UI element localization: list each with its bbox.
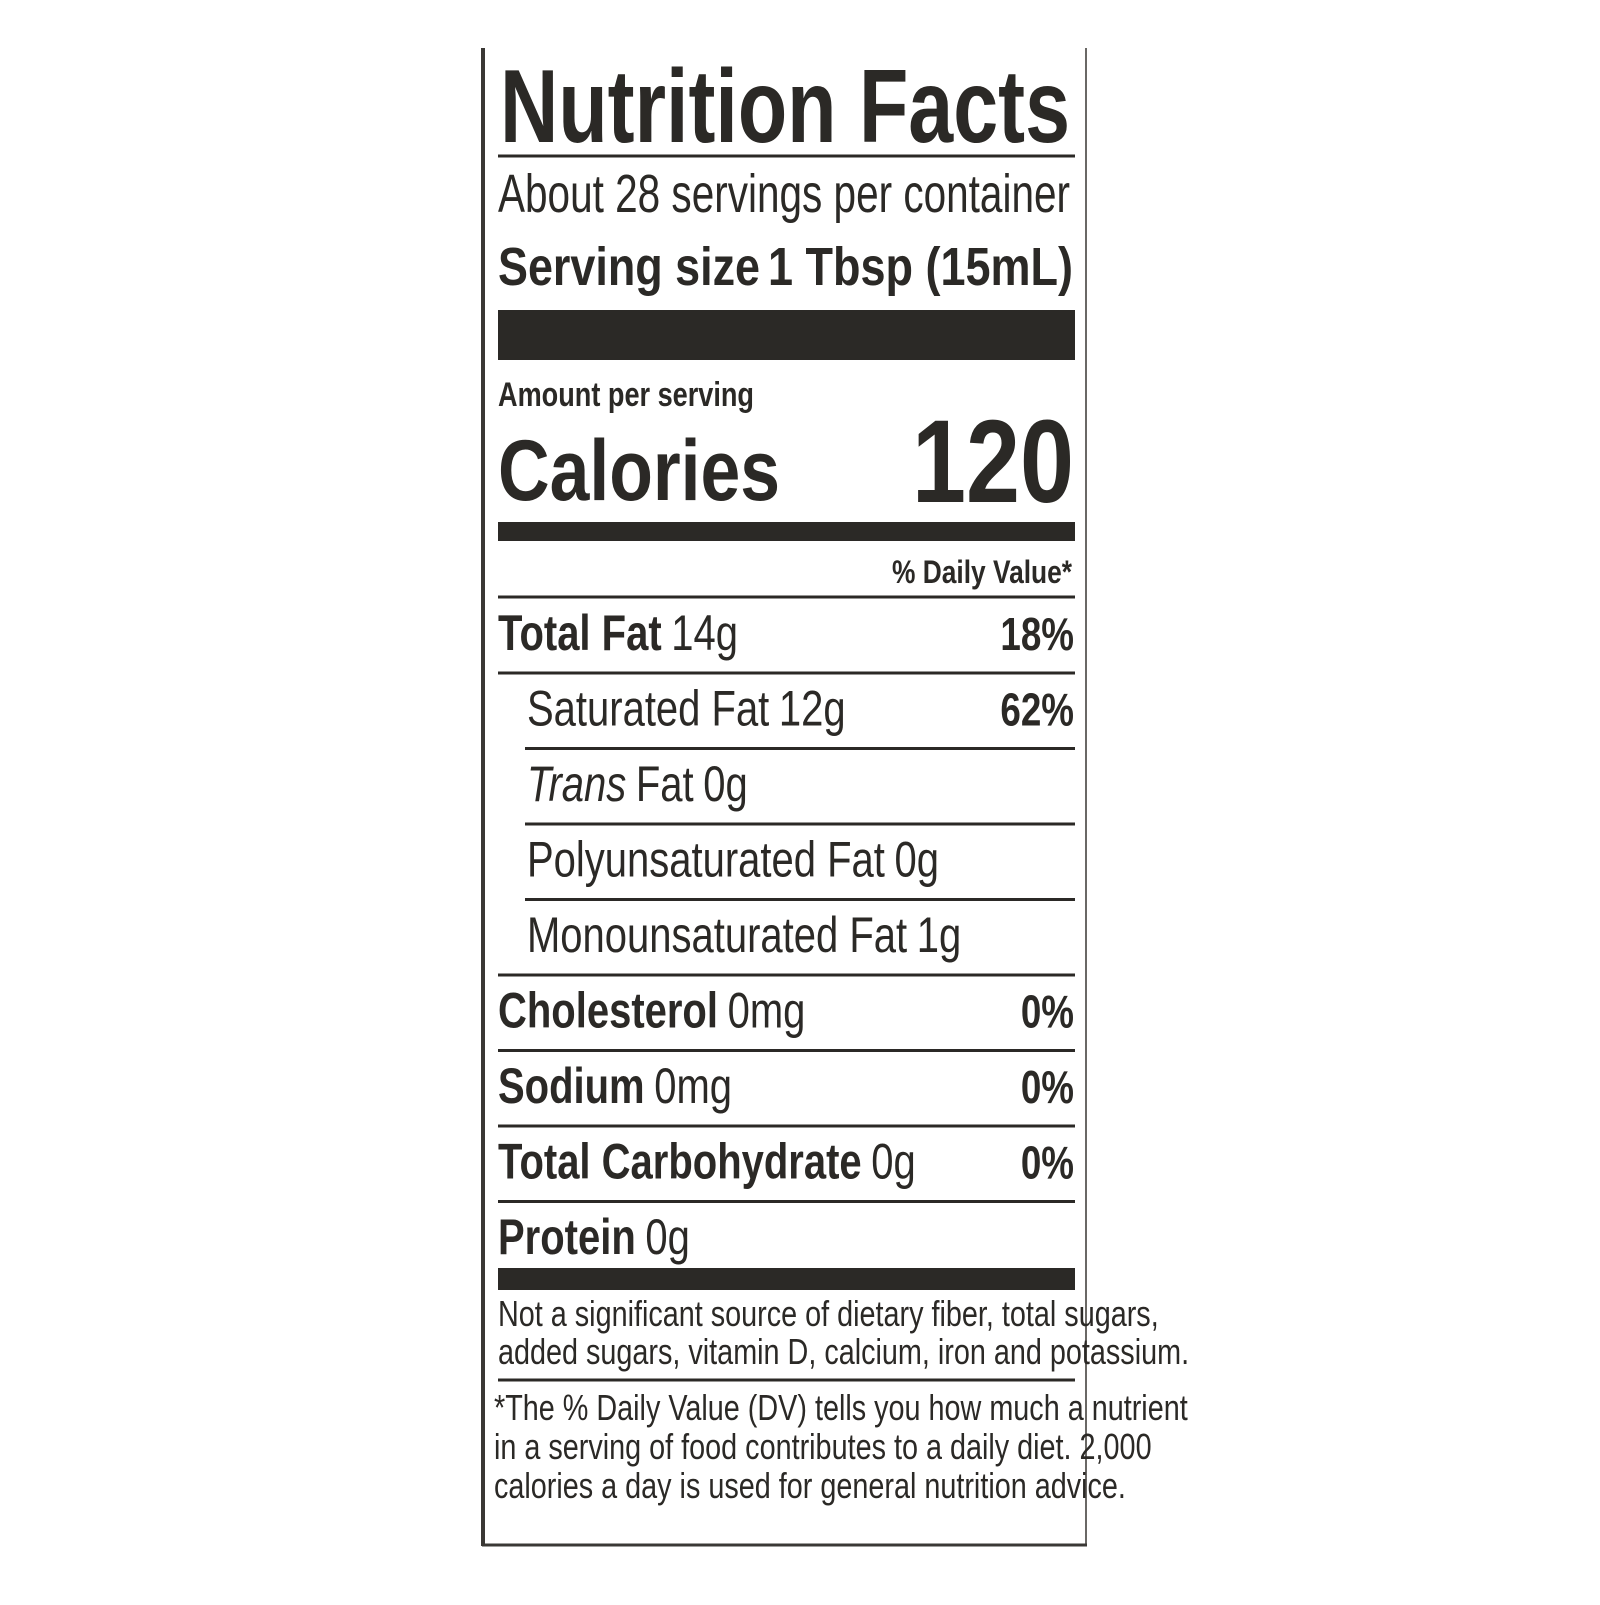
daily-value: 18% (1000, 608, 1074, 660)
thick-bar (498, 310, 1075, 360)
not-significant-line: Not a significant source of dietary fibe… (498, 1293, 1159, 1334)
serving-size-label: Serving size (498, 237, 760, 297)
daily-value: 0% (1021, 986, 1074, 1038)
amount-per-serving: Amount per serving (498, 376, 754, 414)
nutrient-row: Total Carbohydrate 0g (498, 1133, 916, 1189)
nutrient-row: Monounsaturated Fat 1g (527, 907, 961, 963)
daily-value: 0% (1021, 1061, 1074, 1113)
nutrient-row: Trans Fat 0g (527, 756, 748, 812)
nutrient-name: Total Carbohydrate (498, 1133, 862, 1189)
medium-bar (498, 522, 1075, 541)
nutrient-name: Protein (498, 1209, 636, 1265)
nutrient-amount: 0g (871, 1133, 915, 1189)
footnote-line: *The % Daily Value (DV) tells you how mu… (494, 1387, 1188, 1428)
footnote-line: in a serving of food contributes to a da… (494, 1426, 1152, 1467)
calories-value: 120 (912, 396, 1074, 528)
daily-value: 0% (1021, 1137, 1074, 1189)
nutrient-name: Monounsaturated Fat (527, 907, 908, 963)
nutrient-amount: 0g (895, 831, 939, 887)
nutrient-name: Sodium (498, 1058, 645, 1114)
daily-value-header: % Daily Value* (892, 554, 1072, 590)
nutrient-name: Total Fat (498, 605, 662, 661)
nutrient-amount: 0mg (728, 982, 806, 1038)
nutrient-amount: 0g (703, 756, 747, 812)
title: Nutrition Facts (500, 49, 1070, 165)
nutrient-rows: Total Fat 14g 18% Saturated Fat 12g 62% Trans F… (498, 605, 1075, 1265)
calories-label: Calories (498, 423, 780, 519)
nutrient-amount: 14g (671, 605, 738, 661)
footnote-line: calories a day is used for general nutri… (494, 1465, 1126, 1506)
medium-bar (498, 1268, 1075, 1290)
nutrient-row: Polyunsaturated Fat 0g (527, 831, 939, 887)
nutrient-amount: 1g (917, 907, 961, 963)
nutrient-row: Total Fat 14g (498, 605, 738, 661)
nutrient-amount: 0g (645, 1209, 689, 1265)
nutrient-amount: 0mg (654, 1058, 732, 1114)
nutrient-name-italic: Trans (527, 756, 626, 812)
nutrient-name: Polyunsaturated Fat (527, 831, 885, 887)
not-significant-line: added sugars, vitamin D, calcium, iron a… (498, 1331, 1189, 1372)
nutrient-row: Saturated Fat 12g (527, 680, 846, 736)
daily-value: 62% (1000, 684, 1074, 736)
serving-size-value: 1 Tbsp (15mL) (768, 237, 1073, 297)
servings: About 28 servings per container (498, 164, 1070, 224)
nutrient-name: Fat (636, 756, 694, 812)
nutrient-row: Sodium 0mg (498, 1058, 732, 1114)
nutrient-amount: 12g (779, 680, 846, 736)
nutrient-row: Protein 0g (498, 1209, 690, 1265)
label-background (482, 48, 1087, 1546)
nutrient-row: Cholesterol 0mg (498, 982, 805, 1038)
nutrient-name: Cholesterol (498, 982, 718, 1038)
footnotes: Not a significant source of dietary fibe… (494, 1293, 1189, 1506)
nutrient-name: Saturated Fat (527, 680, 770, 736)
